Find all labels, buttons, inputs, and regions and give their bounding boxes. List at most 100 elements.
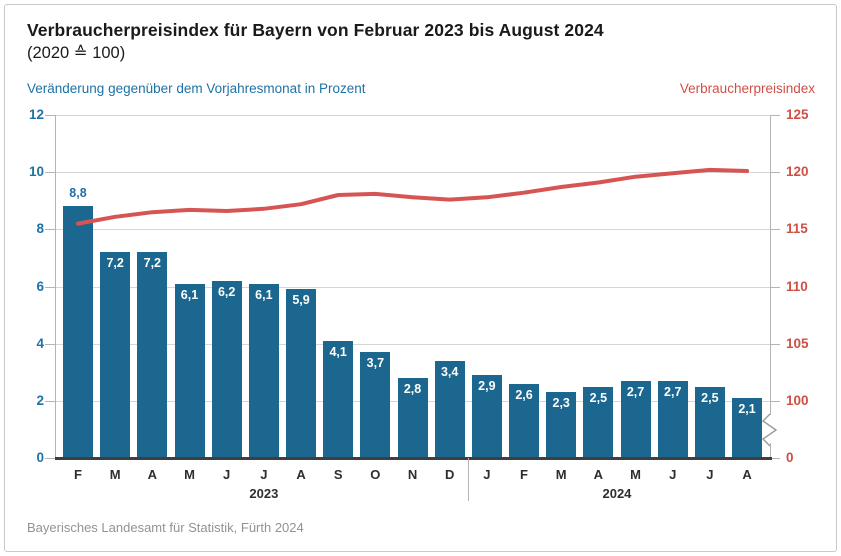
- right-axis-tick-label: 120: [786, 164, 809, 180]
- right-tick: [770, 286, 780, 288]
- bar-value-label: 6,2: [217, 284, 236, 299]
- year-label: 2023: [249, 486, 279, 501]
- gridline: [55, 286, 770, 288]
- bar-value-label: 2,5: [589, 390, 608, 405]
- bar-value-label: 3,7: [366, 356, 385, 371]
- bar: [100, 252, 131, 458]
- month-label: M: [555, 467, 567, 482]
- left-tick: [45, 229, 55, 231]
- month-label: A: [147, 467, 158, 482]
- month-label: J: [260, 467, 268, 482]
- right-axis-tick-label: 100: [786, 392, 809, 408]
- left-tick: [45, 458, 55, 459]
- left-axis-tick-label: 6: [36, 278, 44, 294]
- right-axis-tick-label: 115: [786, 221, 808, 237]
- bar: [286, 289, 317, 458]
- left-axis-caption: Veränderung gegenüber dem Vorjahresmonat…: [27, 81, 366, 96]
- bar: [211, 280, 242, 458]
- bar: [174, 283, 205, 458]
- year-separator-line: [468, 458, 470, 501]
- gridline: [55, 172, 770, 174]
- bar-value-label: 2,7: [626, 384, 645, 399]
- left-tick: [45, 343, 55, 345]
- right-axis-tick-label: 125: [786, 107, 809, 122]
- month-label: N: [407, 467, 418, 482]
- axis-break-icon: [761, 413, 778, 447]
- bar-value-label: 2,9: [478, 379, 496, 394]
- left-tick: [45, 172, 55, 174]
- bar: [137, 252, 168, 458]
- month-label: F: [74, 467, 82, 482]
- right-axis-caption: Verbraucherpreisindex: [679, 81, 815, 96]
- bar: [63, 206, 93, 458]
- month-label: M: [109, 467, 121, 482]
- left-tick: [45, 400, 55, 402]
- bar-value-label: 8,8: [69, 186, 87, 201]
- left-axis-tick-label: 2: [36, 392, 44, 408]
- left-axis-tick-label: 4: [36, 335, 44, 351]
- month-label: J: [669, 467, 677, 482]
- month-label: J: [706, 467, 714, 482]
- bar-value-label: 2,7: [664, 384, 682, 399]
- month-label: M: [630, 467, 641, 482]
- bar-value-label: 7,2: [106, 256, 124, 271]
- bar: [657, 380, 688, 458]
- bar: [732, 397, 763, 458]
- left-tick: [45, 286, 55, 288]
- month-label: F: [520, 467, 528, 482]
- month-label: A: [593, 467, 604, 482]
- gridline: [55, 115, 770, 116]
- month-label: A: [742, 467, 752, 482]
- bar: [397, 377, 428, 458]
- right-axis-tick-label: 105: [786, 335, 809, 351]
- x-axis-baseline: [55, 457, 772, 460]
- bar-value-label: 4,1: [329, 344, 347, 359]
- bar: [323, 340, 354, 458]
- bar-value-label: 5,9: [292, 293, 310, 308]
- month-label: M: [184, 467, 195, 482]
- source-note: Bayerisches Landesamt für Statistik, Für…: [27, 520, 304, 535]
- bar-value-label: 2,5: [701, 390, 719, 405]
- left-axis-tick-label: 12: [28, 107, 44, 122]
- bar: [509, 383, 540, 458]
- bar-value-label: 2,8: [403, 381, 422, 396]
- verbraucherpreisindex-line: [76, 167, 750, 226]
- bar: [583, 386, 614, 458]
- month-label: A: [296, 467, 306, 482]
- right-axis-line: [770, 443, 771, 458]
- gridline: [55, 229, 770, 231]
- chart-subtitle: (2020 ≙ 100): [27, 44, 126, 62]
- right-tick-zero: [770, 458, 780, 459]
- right-tick: [770, 172, 780, 174]
- bar-value-label: 2,3: [552, 396, 570, 411]
- month-label: D: [444, 467, 455, 482]
- right-axis-tick-label: 110: [786, 278, 808, 294]
- bar: [620, 380, 651, 458]
- bar-value-label: 7,2: [143, 256, 162, 271]
- right-tick: [770, 115, 780, 116]
- month-label: S: [333, 467, 343, 482]
- year-label: 2024: [602, 486, 632, 501]
- bar-value-label: 2,6: [515, 387, 533, 402]
- right-axis-zero-label: 0: [786, 450, 794, 465]
- left-axis-tick-label: 10: [28, 164, 44, 180]
- bar: [694, 386, 725, 458]
- gridline: [55, 343, 770, 345]
- left-axis-tick-label: 0: [36, 450, 44, 465]
- right-tick: [770, 400, 780, 402]
- bar: [546, 392, 577, 458]
- bar: [248, 283, 279, 458]
- month-label: O: [370, 467, 381, 482]
- bar-value-label: 2,1: [738, 401, 756, 416]
- right-tick: [770, 229, 780, 231]
- left-axis-tick-label: 8: [36, 221, 44, 237]
- chart-title: Verbraucherpreisindex für Bayern von Feb…: [27, 20, 604, 40]
- bar: [434, 360, 465, 458]
- bar: [471, 375, 502, 458]
- bar: [360, 352, 391, 458]
- bar-value-label: 6,1: [180, 287, 199, 302]
- right-tick: [770, 343, 780, 345]
- right-axis-line: [770, 115, 771, 415]
- bar-value-label: 6,1: [255, 287, 273, 302]
